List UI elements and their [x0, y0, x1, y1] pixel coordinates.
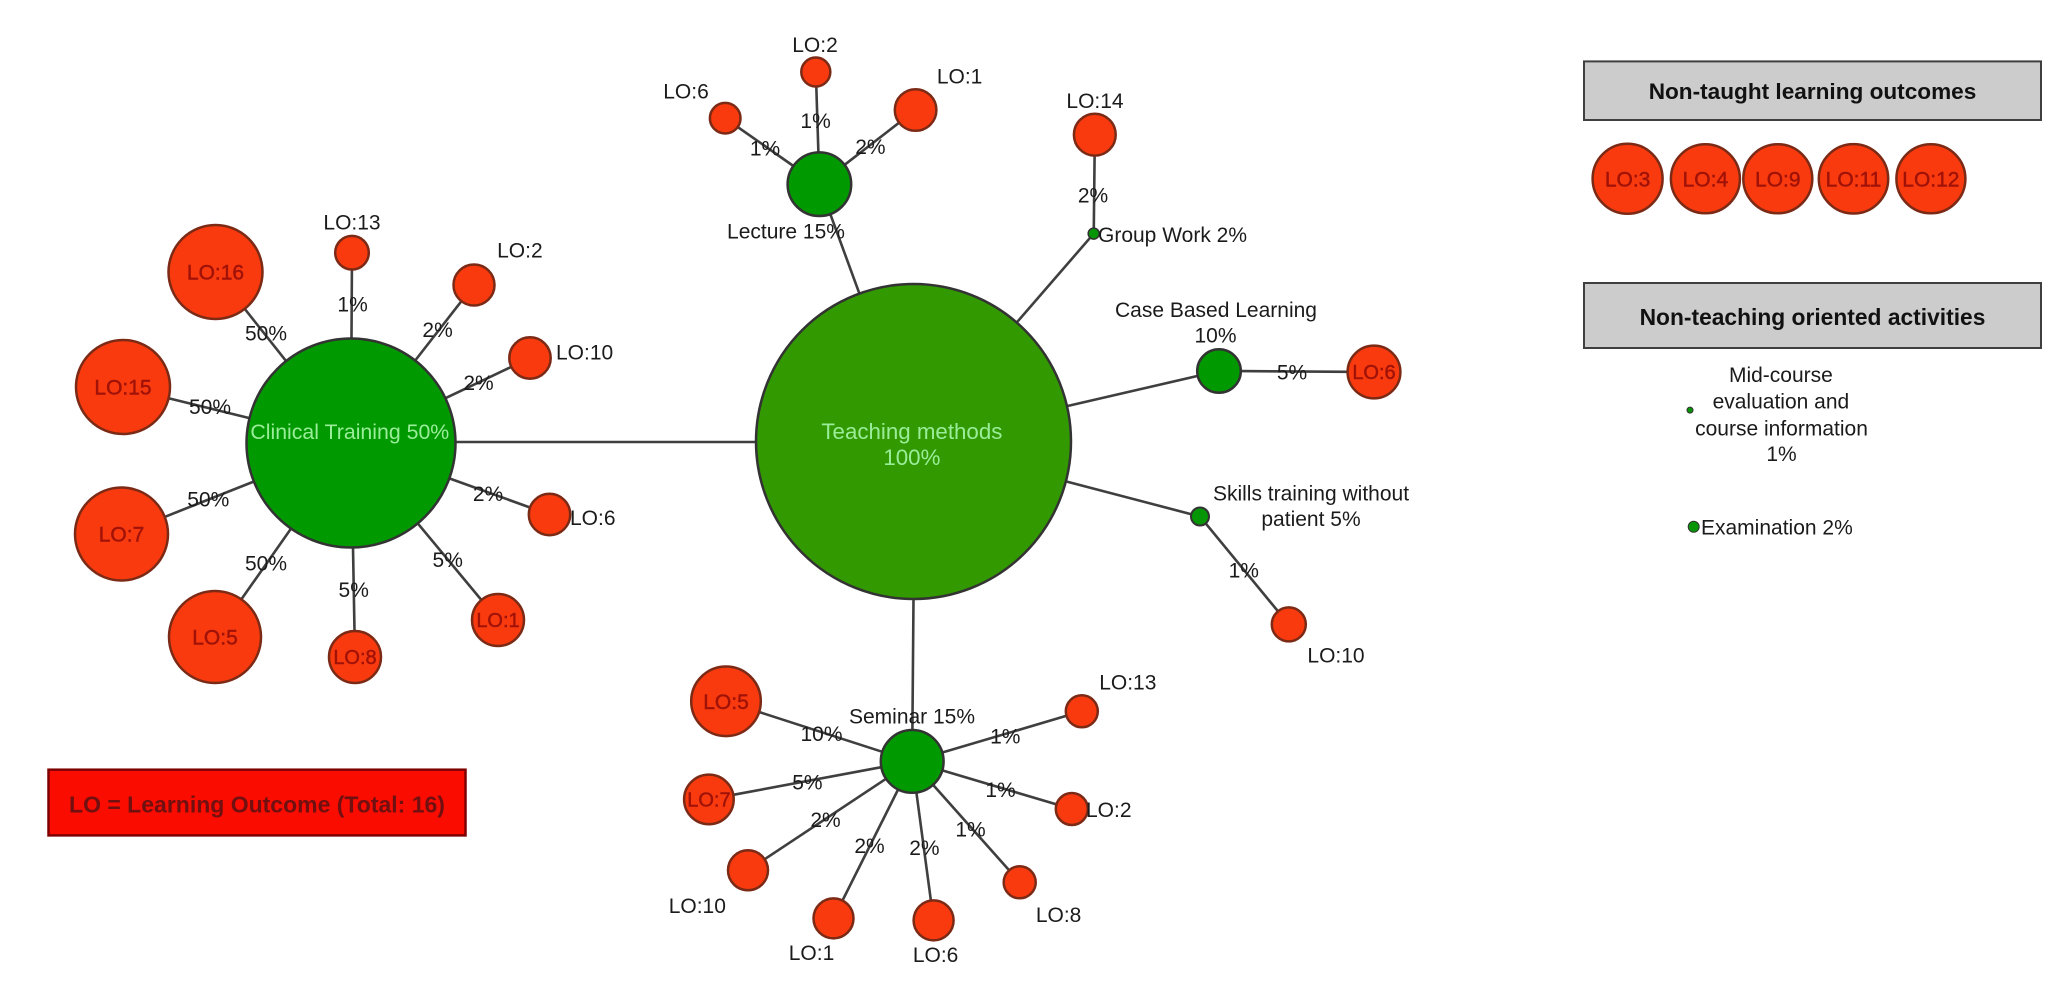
svg-text:Seminar 15%: Seminar 15% — [849, 706, 975, 729]
svg-text:100%: 100% — [883, 445, 940, 470]
svg-text:5%: 5% — [1277, 362, 1307, 385]
svg-text:LO:1: LO:1 — [789, 942, 835, 965]
svg-text:LO:1: LO:1 — [937, 65, 983, 88]
svg-text:LO:2: LO:2 — [792, 34, 838, 57]
svg-text:50%: 50% — [189, 396, 231, 419]
svg-text:Group Work 2%: Group Work 2% — [1098, 224, 1247, 247]
svg-text:patient 5%: patient 5% — [1261, 508, 1360, 531]
svg-text:Skills training without: Skills training without — [1213, 483, 1409, 506]
svg-text:2%: 2% — [810, 809, 840, 832]
svg-text:1%: 1% — [1766, 443, 1796, 466]
svg-text:5%: 5% — [339, 579, 369, 602]
svg-text:1%: 1% — [750, 138, 780, 161]
svg-text:LO:1: LO:1 — [476, 610, 519, 632]
svg-text:LO = Learning Outcome (Total:: LO = Learning Outcome (Total: 16) — [69, 792, 445, 818]
svg-text:10%: 10% — [1194, 325, 1236, 348]
svg-text:50%: 50% — [245, 323, 287, 346]
svg-text:Examination 2%: Examination 2% — [1701, 517, 1853, 540]
svg-text:50%: 50% — [245, 553, 287, 576]
svg-text:Non-teaching oriented activiti: Non-teaching oriented activities — [1640, 304, 1986, 330]
svg-text:2%: 2% — [854, 835, 884, 858]
svg-text:1%: 1% — [800, 110, 830, 133]
svg-text:LO:2: LO:2 — [1086, 799, 1132, 822]
svg-text:LO:10: LO:10 — [1307, 644, 1364, 667]
svg-text:Case Based Learning: Case Based Learning — [1115, 299, 1317, 322]
svg-text:LO:6: LO:6 — [1352, 362, 1395, 384]
svg-text:LO:3: LO:3 — [1605, 168, 1651, 191]
svg-text:50%: 50% — [187, 489, 229, 512]
svg-text:LO:6: LO:6 — [663, 81, 709, 104]
svg-text:LO:5: LO:5 — [192, 627, 238, 650]
svg-text:course information: course information — [1695, 417, 1868, 440]
svg-text:LO:9: LO:9 — [1755, 168, 1801, 191]
svg-text:1%: 1% — [1229, 560, 1259, 583]
svg-text:5%: 5% — [433, 549, 463, 572]
svg-text:LO:13: LO:13 — [1099, 672, 1156, 695]
svg-text:LO:14: LO:14 — [1066, 90, 1124, 113]
svg-text:LO:10: LO:10 — [669, 895, 726, 918]
svg-text:2%: 2% — [422, 319, 452, 342]
svg-text:2%: 2% — [855, 136, 885, 159]
svg-text:LO:16: LO:16 — [187, 262, 244, 285]
svg-text:LO:5: LO:5 — [703, 691, 749, 714]
svg-text:10%: 10% — [800, 723, 842, 746]
svg-text:1%: 1% — [985, 779, 1015, 802]
svg-text:Mid-course: Mid-course — [1729, 364, 1833, 387]
svg-text:LO:4: LO:4 — [1683, 168, 1729, 191]
svg-text:LO:7: LO:7 — [99, 524, 145, 547]
svg-text:LO:6: LO:6 — [913, 944, 959, 967]
svg-text:LO:10: LO:10 — [556, 342, 613, 365]
svg-text:1%: 1% — [955, 819, 985, 842]
svg-text:LO:6: LO:6 — [570, 507, 616, 530]
svg-text:1%: 1% — [337, 294, 367, 317]
svg-text:2%: 2% — [473, 483, 503, 506]
svg-text:LO:7: LO:7 — [687, 789, 730, 811]
svg-text:LO:15: LO:15 — [94, 377, 151, 400]
svg-text:Non-taught learning outcomes: Non-taught learning outcomes — [1649, 79, 1977, 104]
svg-text:Clinical Training 50%: Clinical Training 50% — [250, 420, 449, 444]
svg-text:5%: 5% — [792, 772, 822, 795]
svg-text:LO:8: LO:8 — [1036, 904, 1082, 927]
svg-text:LO:13: LO:13 — [323, 212, 380, 235]
svg-text:evaluation and: evaluation and — [1713, 390, 1850, 413]
svg-text:LO:11: LO:11 — [1826, 168, 1882, 191]
svg-text:2%: 2% — [463, 372, 493, 395]
svg-text:LO:12: LO:12 — [1902, 168, 1959, 191]
svg-text:Teaching methods: Teaching methods — [821, 419, 1002, 444]
svg-text:LO:8: LO:8 — [333, 647, 376, 669]
svg-text:Lecture 15%: Lecture 15% — [727, 221, 845, 244]
svg-text:1%: 1% — [990, 726, 1020, 749]
svg-text:LO:2: LO:2 — [497, 239, 543, 262]
svg-text:2%: 2% — [1078, 185, 1108, 208]
svg-text:2%: 2% — [909, 837, 939, 860]
